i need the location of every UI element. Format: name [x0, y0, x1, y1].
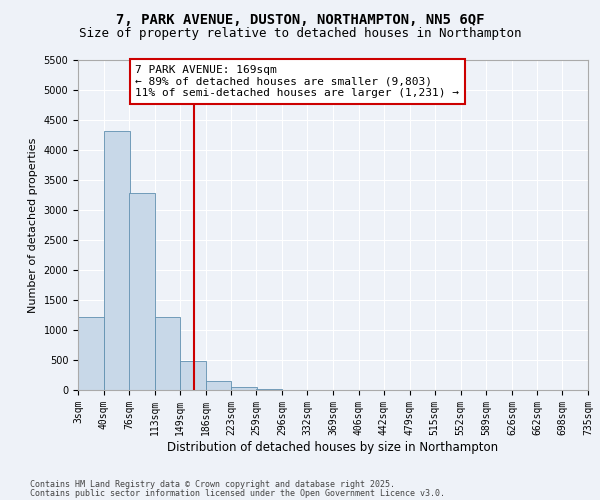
Bar	[256, 389, 282, 390]
Bar	[155, 317, 181, 390]
Bar	[78, 317, 104, 390]
Text: 7 PARK AVENUE: 169sqm
← 89% of detached houses are smaller (9,803)
11% of semi-d: 7 PARK AVENUE: 169sqm ← 89% of detached …	[135, 65, 459, 98]
X-axis label: Distribution of detached houses by size in Northampton: Distribution of detached houses by size …	[167, 440, 499, 454]
Bar	[180, 361, 205, 390]
Bar	[129, 193, 155, 390]
Bar	[205, 381, 231, 390]
Bar	[231, 386, 257, 390]
Text: 7, PARK AVENUE, DUSTON, NORTHAMPTON, NN5 6QF: 7, PARK AVENUE, DUSTON, NORTHAMPTON, NN5…	[116, 12, 484, 26]
Text: Contains HM Land Registry data © Crown copyright and database right 2025.: Contains HM Land Registry data © Crown c…	[30, 480, 395, 489]
Bar	[104, 131, 130, 390]
Text: Contains public sector information licensed under the Open Government Licence v3: Contains public sector information licen…	[30, 488, 445, 498]
Text: Size of property relative to detached houses in Northampton: Size of property relative to detached ho…	[79, 28, 521, 40]
Y-axis label: Number of detached properties: Number of detached properties	[28, 138, 38, 312]
